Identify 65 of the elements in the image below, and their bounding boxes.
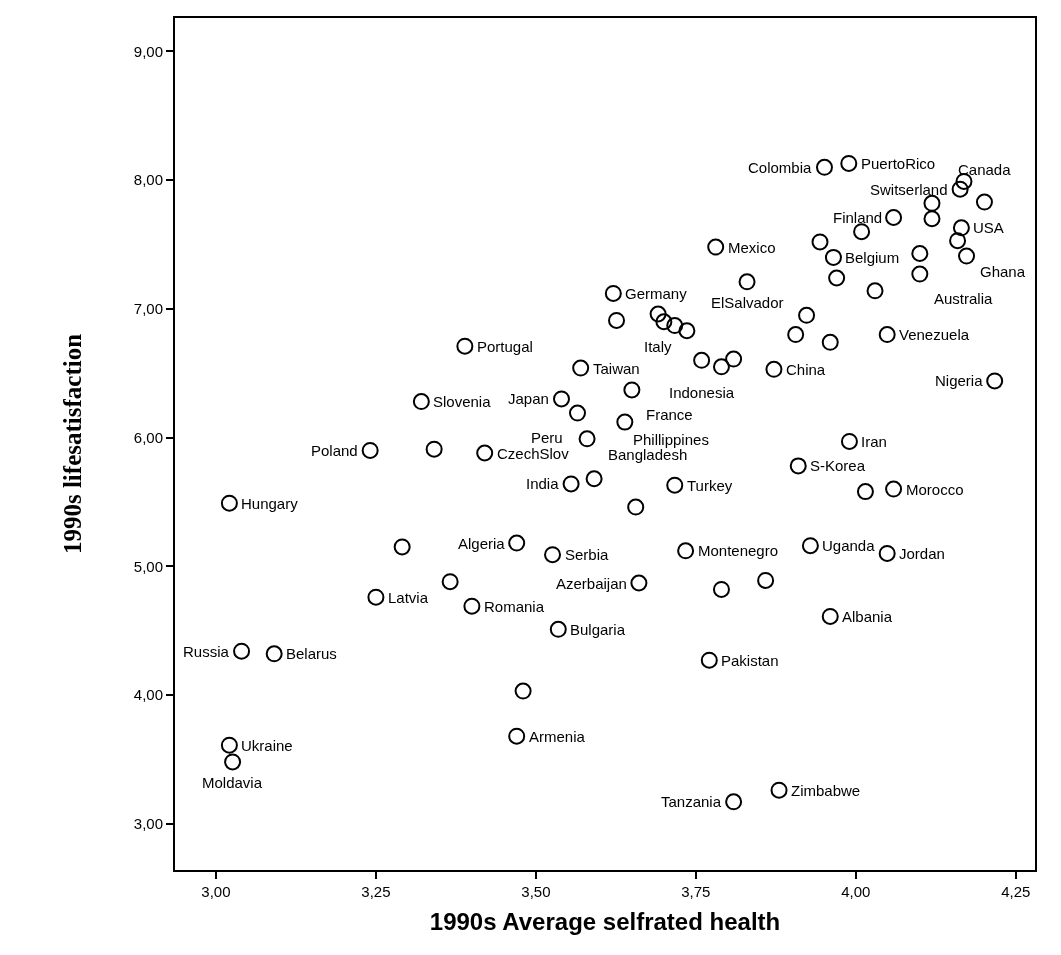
annotation: Algeria: [458, 535, 506, 552]
y-axis-title: 1990s lifesatisfaction: [59, 333, 87, 555]
annotation: Belarus: [286, 645, 337, 662]
annotation: Azerbaijan: [556, 575, 627, 592]
annotation: Pakistan: [721, 652, 779, 669]
annotation: Ukraine: [241, 737, 293, 754]
annotation: France: [646, 406, 693, 423]
annotation: USA: [973, 219, 1004, 236]
annotation: Albania: [842, 608, 893, 625]
annotation: Nigeria: [935, 372, 984, 389]
annotation: Tanzania: [661, 793, 722, 810]
annotation: Italy: [644, 338, 673, 355]
annotation: Jordan: [899, 545, 945, 562]
y-tick-label: 9,00: [133, 42, 163, 60]
annotation: Iran: [861, 433, 887, 450]
annotation: Romania: [484, 598, 545, 615]
annotation: S-Korea: [810, 457, 866, 474]
annotation: Indonesia: [669, 384, 735, 401]
x-tick-label: 3,50: [521, 883, 551, 900]
annotation: Mexico: [728, 239, 776, 256]
annotation: Slovenia: [433, 393, 492, 410]
annotation: Peru: [531, 429, 563, 446]
annotation: Moldavia: [202, 774, 263, 791]
annotation: Turkey: [687, 477, 733, 494]
x-tick-label: 3,00: [201, 883, 231, 900]
x-tick-label: 4,25: [1001, 883, 1031, 900]
annotation: Germany: [625, 285, 688, 302]
y-tick-label: 6,00: [133, 428, 163, 446]
annotation: Armenia: [529, 728, 586, 745]
annotation: Morocco: [906, 481, 964, 498]
annotation: Switserland: [870, 181, 948, 198]
annotation: Ghana: [980, 263, 1026, 280]
annotation: Taiwan: [593, 360, 640, 377]
annotation: Russia: [183, 643, 230, 660]
y-tick-label: 7,00: [133, 300, 163, 318]
y-tick-label: 5,00: [133, 557, 163, 575]
annotation: Poland: [311, 442, 358, 459]
annotation: Finland: [833, 209, 883, 226]
annotation: Bulgaria: [570, 621, 626, 638]
annotation: Venezuela: [899, 326, 970, 343]
x-axis-title: 1990s Average selfrated health: [429, 907, 781, 935]
annotation: China: [786, 361, 826, 378]
annotation: Australia: [934, 290, 994, 307]
annotation: Japan: [508, 390, 549, 407]
y-tick-label: 8,00: [133, 171, 163, 189]
annotation: India: [526, 475, 560, 492]
annotation: Portugal: [477, 338, 533, 355]
x-tick-label: 3,25: [361, 883, 391, 900]
annotation: PuertoRico: [861, 155, 936, 172]
y-tick-label: 4,00: [133, 686, 163, 704]
annotation: Zimbabwe: [791, 782, 861, 799]
annotation: Montenegro: [698, 542, 779, 559]
annotation: CzechSlov: [497, 445, 570, 462]
annotation: Uganda: [822, 537, 876, 554]
x-tick-label: 3,75: [681, 883, 711, 900]
annotation: Hungary: [241, 495, 299, 512]
annotation: Latvia: [388, 589, 429, 606]
annotation: Phillippines: [633, 431, 709, 448]
y-tick-label: 3,00: [133, 814, 163, 832]
annotation: Canada: [958, 161, 1012, 178]
annotation: ElSalvador: [711, 294, 784, 311]
annotation: Belgium: [845, 249, 900, 266]
annotation: Colombia: [748, 159, 813, 176]
annotation: Serbia: [565, 546, 610, 563]
x-tick-label: 4,00: [841, 883, 871, 900]
